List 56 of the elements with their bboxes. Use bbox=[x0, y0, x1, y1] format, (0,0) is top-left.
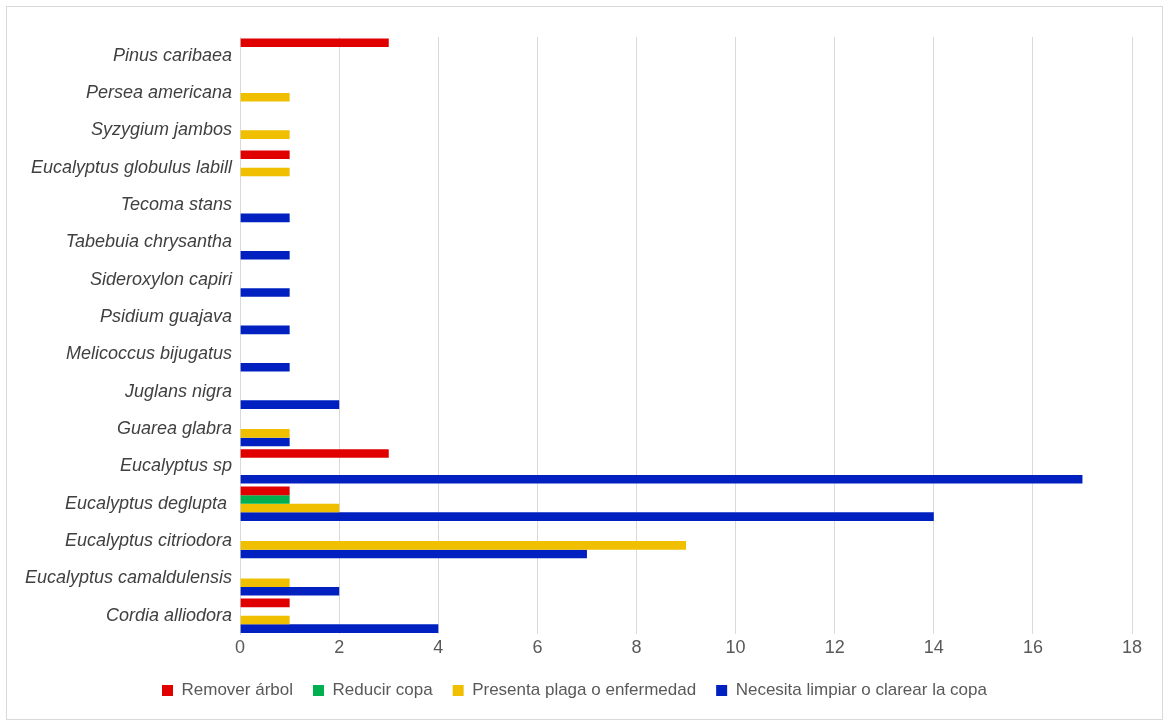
legend-label: Necesita limpiar o clarear la copa bbox=[735, 680, 988, 700]
bar bbox=[240, 437, 290, 447]
bar bbox=[240, 400, 340, 409]
bar bbox=[240, 362, 290, 372]
bar bbox=[240, 512, 934, 521]
bar bbox=[240, 549, 587, 559]
bar bbox=[240, 541, 687, 550]
bar bbox=[240, 598, 290, 608]
bar bbox=[240, 429, 290, 438]
y-tick-label: Pinus caribaea bbox=[113, 44, 233, 65]
x-tick-label: 16 bbox=[1022, 637, 1043, 658]
y-tick-label: Eucalyptus sp bbox=[120, 455, 233, 476]
bar bbox=[240, 38, 389, 48]
bar bbox=[240, 474, 1083, 484]
bar bbox=[240, 503, 340, 513]
bar bbox=[240, 449, 389, 458]
bar bbox=[240, 150, 290, 160]
bar bbox=[240, 586, 340, 596]
y-tick-label: Tecoma stans bbox=[120, 194, 233, 215]
x-tick-label: 8 bbox=[631, 637, 642, 658]
bar bbox=[240, 578, 290, 587]
legend-label: Remover árbol bbox=[181, 680, 294, 700]
legend-label: Presenta plaga o enfermedad bbox=[472, 680, 697, 700]
y-tick-label: Eucalyptus camaldulensis bbox=[25, 567, 233, 588]
bar bbox=[240, 325, 290, 335]
y-tick-label: Melicoccus bijugatus bbox=[66, 343, 233, 364]
x-tick-label: 4 bbox=[433, 637, 444, 658]
bar bbox=[240, 93, 290, 102]
y-tick-label: Cordia alliodora bbox=[106, 604, 233, 625]
bar bbox=[240, 624, 439, 633]
y-tick-label: Syzygium jambos bbox=[91, 119, 233, 140]
y-tick-label: Psidium guajava bbox=[100, 306, 233, 327]
y-tick-label: Juglans nigra bbox=[124, 380, 233, 401]
y-tick-label: Eucalyptus globulus labill bbox=[30, 156, 234, 177]
bar bbox=[240, 495, 290, 504]
y-tick-label: Eucalyptus deglupta bbox=[64, 492, 233, 513]
bar bbox=[240, 250, 290, 260]
bar bbox=[240, 130, 290, 139]
legend-label: Reducir copa bbox=[332, 680, 434, 700]
x-tick-label: 18 bbox=[1121, 637, 1143, 658]
bar bbox=[240, 213, 290, 223]
y-tick-label: Sideroxylon capiri bbox=[90, 268, 234, 289]
x-tick-label: 14 bbox=[923, 637, 944, 658]
x-tick-label: 10 bbox=[725, 637, 746, 658]
bar bbox=[240, 615, 290, 625]
y-tick-label: Persea americana bbox=[86, 82, 233, 103]
y-tick-label: Eucalyptus citriodora bbox=[65, 530, 233, 551]
bar bbox=[240, 486, 290, 496]
bar bbox=[240, 167, 290, 177]
x-tick-label: 12 bbox=[824, 637, 845, 658]
bar bbox=[240, 288, 290, 297]
y-tick-label: Guarea glabra bbox=[117, 418, 233, 439]
x-tick-label: 6 bbox=[532, 637, 543, 658]
y-tick-label: Tabebuia chrysantha bbox=[65, 231, 233, 252]
x-tick-label: 0 bbox=[235, 637, 246, 658]
x-tick-label: 2 bbox=[334, 637, 345, 658]
